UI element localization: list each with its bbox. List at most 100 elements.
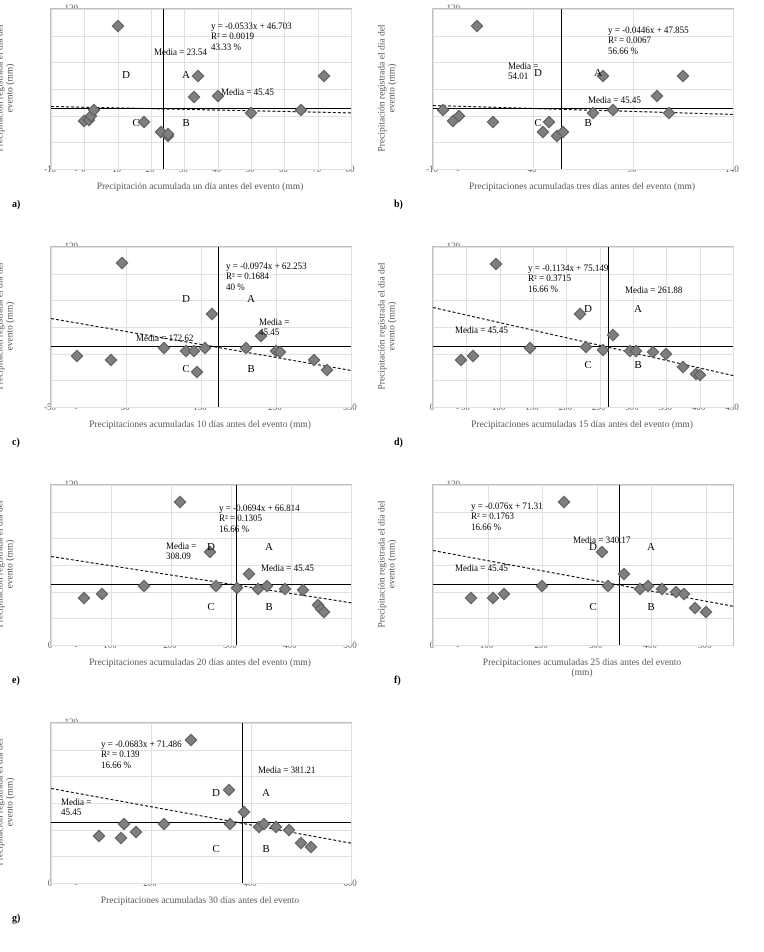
data-marker (185, 734, 198, 747)
gridline-h (51, 169, 351, 170)
media-x-line (619, 485, 620, 645)
y-axis-label: Precipitación registrada el día delevent… (0, 0, 16, 178)
data-marker (490, 258, 503, 271)
panel-a: 020406080100120-1001020304050607080y = -… (0, 0, 382, 238)
trend-line (433, 550, 733, 607)
equation-annotation: y = -0.0974x + 62.253R² = 0.168440 % (226, 261, 307, 292)
gridline-v (633, 247, 634, 407)
media-y-annotation: Media =45.45 (61, 797, 91, 818)
gridline-v (533, 9, 534, 169)
gridline-v (433, 247, 434, 407)
panel-g: 0204060801001200200400600y = -0.0683x + … (0, 714, 382, 952)
media-x-line (242, 723, 243, 883)
plot-area: y = -0.0446x + 47.855R² = 0.006756.66 %M… (432, 8, 734, 170)
gridline-h (51, 618, 351, 619)
plot-area: y = -0.0683x + 71.486R² = 0.13916.66 % Me… (50, 722, 352, 884)
panel-letter: a) (12, 199, 20, 210)
y-axis-label: Precipitación registrada el día delevent… (378, 0, 399, 178)
quadrant-label-b: B (247, 363, 254, 375)
gridline-h (51, 883, 351, 884)
y-axis-label: Precipitación registrada el día delevent… (0, 236, 16, 416)
quadrant-label-a: A (265, 541, 273, 553)
media-x-annotation: Media = 23.54 (154, 47, 207, 57)
panel-letter: f) (394, 675, 401, 686)
panel-letter: c) (12, 437, 20, 448)
media-y-annotation: Media = 45.45 (261, 563, 314, 573)
gridline-v (597, 485, 598, 645)
x-axis-label: Precipitaciones acumuladas tres días ant… (432, 182, 732, 192)
media-y-annotation: Media = 45.45 (455, 563, 508, 573)
quadrant-label-a: A (634, 303, 642, 315)
gridline-h (433, 645, 733, 646)
plot-area: y = -0.076x + 71.31R² = 0.176316.66 %Med… (432, 484, 734, 646)
gridline-v (651, 485, 652, 645)
panel-d: 0204060801001200501001502002503003504004… (382, 238, 764, 476)
gridline-h (433, 485, 733, 486)
media-x-annotation: Media = 340.17 (573, 535, 630, 545)
data-marker (465, 592, 478, 605)
gridline-h (433, 618, 733, 619)
media-y-line (51, 822, 351, 823)
media-x-line (218, 247, 219, 407)
plot-area: y = -0.1134x + 75.149R² = 0.371516.66 %M… (432, 246, 734, 408)
quadrant-label-b: B (584, 117, 591, 129)
quadrant-label-d: D (207, 541, 215, 553)
gridline-h (51, 142, 351, 143)
gridline-h (51, 36, 351, 37)
panel-letter: d) (394, 437, 403, 448)
gridline-v (84, 9, 85, 169)
data-marker (191, 69, 204, 82)
gridline-h (51, 723, 351, 724)
data-marker (243, 568, 256, 581)
panel-letter: e) (12, 675, 20, 686)
quadrant-label-c: C (132, 117, 139, 129)
gridline-h (433, 142, 733, 143)
gridline-h (51, 803, 351, 804)
gridline-h (51, 485, 351, 486)
media-x-line (163, 9, 164, 169)
gridline-h (433, 300, 733, 301)
media-y-annotation: Media = 45.45 (455, 325, 508, 335)
panel-b: 020406080100120-104090140y = -0.0446x + … (382, 0, 764, 238)
gridline-h (433, 89, 733, 90)
data-marker (318, 69, 331, 82)
y-axis-label: Precipitación registrada el día delevent… (378, 474, 399, 654)
quadrant-label-b: B (647, 601, 654, 613)
gridline-h (51, 538, 351, 539)
y-axis-label: Precipitación registrada el día delevent… (0, 712, 16, 892)
data-marker (92, 830, 105, 843)
quadrant-label-d: D (212, 787, 220, 799)
data-marker (282, 823, 295, 836)
quadrant-label-d: D (182, 293, 190, 305)
plot-area: y = -0.0533x + 46.703R² = 0.001943.33 %M… (50, 8, 352, 170)
gridline-v (171, 485, 172, 645)
gridline-v (433, 485, 434, 645)
panel-c: 020406080100120-5050150250350y = -0.0974… (0, 238, 382, 476)
x-axis-label: Precipitación acumulada un día antes del… (50, 182, 350, 192)
data-marker (237, 806, 250, 819)
gridline-h (51, 830, 351, 831)
quadrant-label-a: A (647, 541, 655, 553)
quadrant-label-d: D (534, 67, 542, 79)
gridline-v (184, 9, 185, 169)
equation-annotation: y = -0.0683x + 71.486R² = 0.13916.66 % (101, 739, 182, 770)
media-x-annotation: Media = 381.21 (258, 765, 315, 775)
quadrant-label-c: C (212, 843, 219, 855)
data-marker (71, 350, 84, 363)
data-marker (498, 588, 511, 601)
x-axis-label: Precipitaciones acumuladas 10 días antes… (50, 420, 350, 430)
gridline-h (51, 512, 351, 513)
panel-f: 0204060801001200100200300400500y = -0.07… (382, 476, 764, 714)
y-axis-label: Precipitación registrada el día delevent… (378, 236, 399, 416)
data-marker (206, 307, 219, 320)
quadrant-label-d: D (589, 541, 597, 553)
gridline-h (51, 776, 351, 777)
panel-e: 0204060801001200100200300400500y = -0.06… (0, 476, 382, 714)
quadrant-label-b: B (262, 843, 269, 855)
media-y-line (51, 584, 351, 585)
quadrant-label-c: C (182, 363, 189, 375)
gridline-v (51, 9, 52, 169)
gridline-v (351, 247, 352, 407)
trend-line (433, 105, 733, 115)
plot-area: y = -0.0974x + 62.253R² = 0.168440 %Medi… (50, 246, 352, 408)
